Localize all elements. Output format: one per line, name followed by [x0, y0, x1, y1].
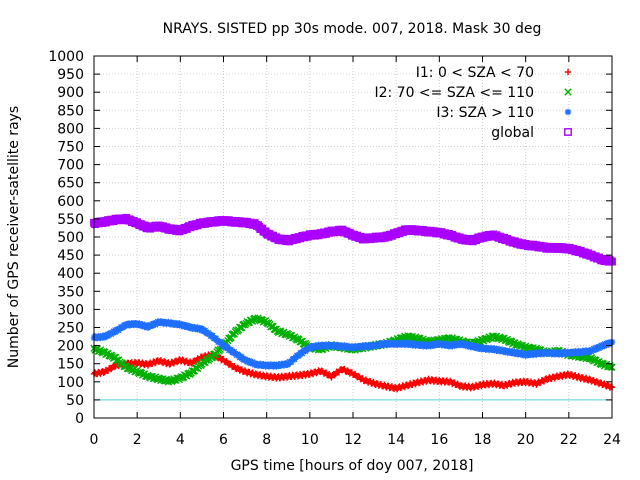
x-tick-label: 24 [603, 432, 621, 448]
legend-label: global [491, 125, 534, 141]
y-tick-label: 150 [57, 357, 84, 373]
legend-label: I2: 70 <= SZA <= 110 [374, 85, 534, 101]
y-tick-label: 850 [57, 103, 84, 119]
y-tick-label: 350 [57, 284, 84, 300]
legend-label: I3: SZA > 110 [436, 105, 534, 121]
data-point [605, 256, 614, 265]
chart-title: NRAYS. SISTED pp 30s mode. 007, 2018. Ma… [163, 21, 542, 37]
y-tick-label: 250 [57, 321, 84, 337]
data-point [331, 371, 338, 379]
legend-marker [564, 108, 572, 116]
y-tick-label: 400 [57, 266, 84, 282]
y-tick-label: 550 [57, 212, 84, 228]
y-tick-label: 500 [57, 230, 84, 246]
y-tick-label: 300 [57, 302, 84, 318]
x-tick-label: 4 [176, 432, 185, 448]
y-tick-label: 100 [57, 375, 84, 391]
y-tick-label: 1000 [48, 49, 84, 65]
x-tick-label: 10 [301, 432, 319, 448]
legend-marker [564, 128, 572, 136]
y-tick-label: 450 [57, 248, 84, 264]
data-layer [90, 213, 616, 401]
x-tick-label: 8 [262, 432, 271, 448]
y-tick-label: 900 [57, 85, 84, 101]
x-tick-label: 2 [133, 432, 142, 448]
series-0 [90, 350, 616, 393]
y-tick-label: 700 [57, 158, 84, 174]
y-axis-title: Number of GPS receiver-satellite rays [6, 106, 22, 368]
y-tick-label: 800 [57, 121, 84, 137]
x-tick-label: 16 [430, 432, 448, 448]
x-tick-label: 18 [474, 432, 492, 448]
y-tick-label: 650 [57, 176, 84, 192]
x-tick-label: 12 [344, 432, 362, 448]
legend-marker [564, 88, 572, 96]
x-tick-label: 22 [560, 432, 578, 448]
series-3 [90, 213, 616, 266]
x-tick-label: 20 [517, 432, 535, 448]
y-tick-label: 600 [57, 194, 84, 210]
x-tick-label: 0 [90, 432, 99, 448]
y-tick-label: 950 [57, 67, 84, 83]
x-tick-label: 14 [387, 432, 405, 448]
legend-marker [564, 68, 572, 76]
legend-label: I1: 0 < SZA < 70 [416, 65, 534, 81]
y-tick-label: 0 [75, 411, 84, 427]
series-2 [90, 318, 616, 370]
axes-layer: 0 2 4 6 8 10 12 14 16 18 20 22 240501001502002503003… [48, 49, 621, 448]
x-axis-title: GPS time [hours of doy 007, 2018] [231, 458, 474, 474]
y-tick-label: 750 [57, 140, 84, 156]
legend: I1: 0 < SZA < 70 I2: 70 <= SZA <= 110 I3: … [374, 65, 572, 141]
x-tick-label: 6 [219, 432, 228, 448]
y-tick-label: 50 [66, 393, 84, 409]
y-tick-label: 200 [57, 339, 84, 355]
